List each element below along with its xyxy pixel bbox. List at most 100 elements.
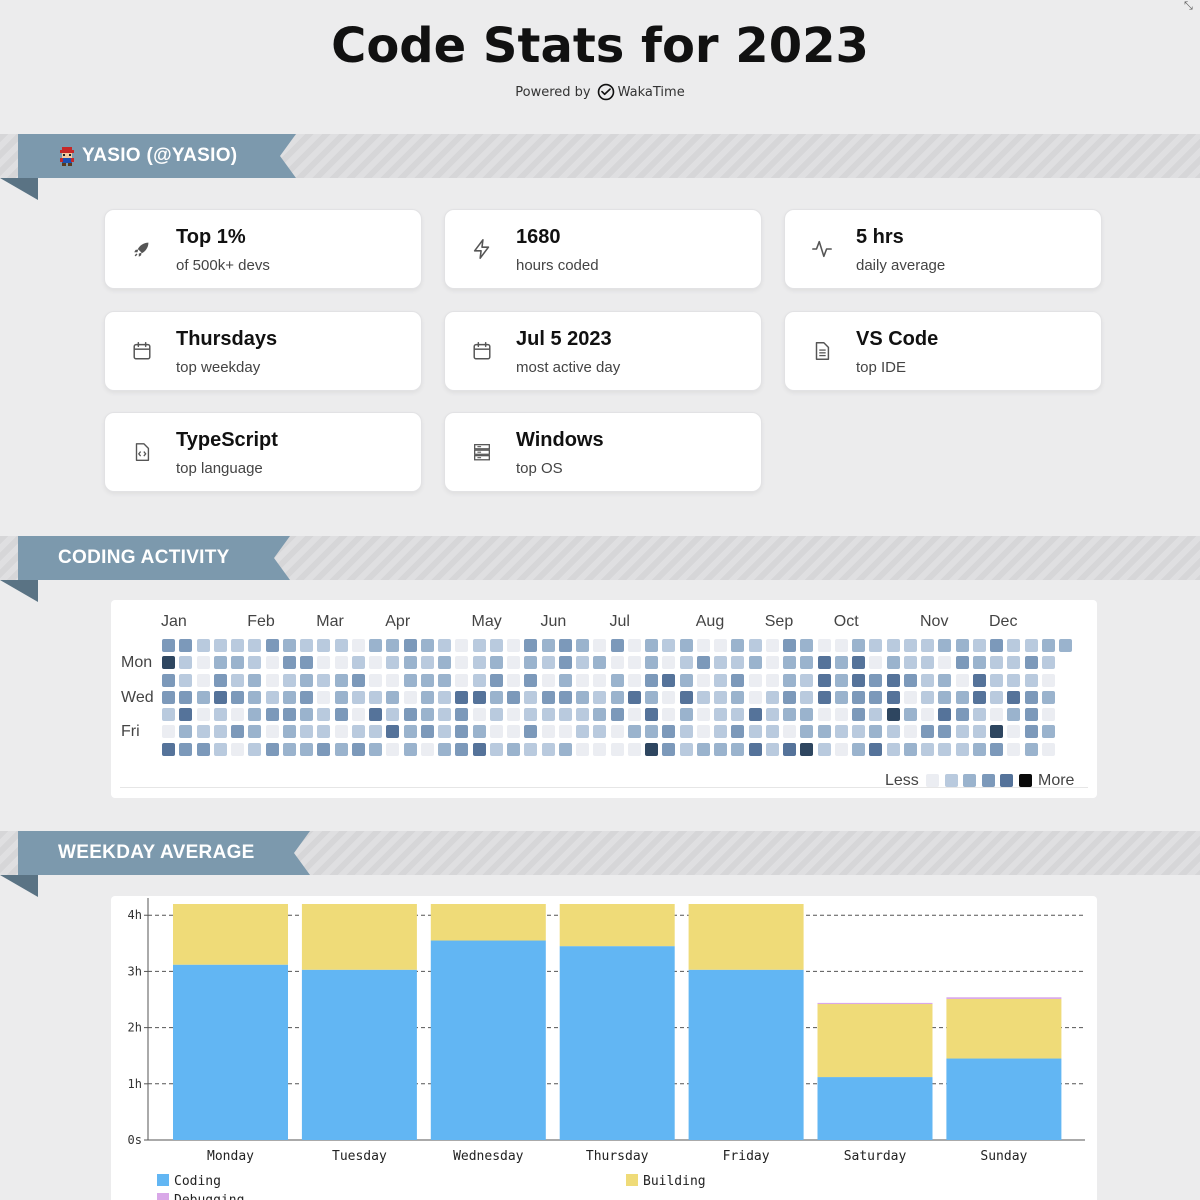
heatmap-cell[interactable] [765, 725, 779, 739]
heatmap-cell[interactable] [541, 673, 555, 687]
heatmap-cell[interactable] [938, 725, 952, 739]
heatmap-cell[interactable] [972, 639, 986, 652]
heatmap-cell[interactable] [679, 656, 693, 670]
heatmap-cell[interactable] [731, 673, 745, 687]
heatmap-cell[interactable] [507, 725, 520, 739]
heatmap-cell[interactable] [714, 725, 727, 739]
bar-segment-coding[interactable] [173, 964, 288, 1140]
heatmap-cell[interactable] [765, 742, 779, 756]
heatmap-cell[interactable] [662, 742, 676, 756]
heatmap-cell[interactable] [282, 656, 296, 670]
heatmap-cell[interactable] [403, 690, 417, 704]
heatmap-cell[interactable] [386, 690, 400, 704]
heatmap-cell[interactable] [869, 673, 883, 687]
heatmap-cell[interactable] [541, 708, 555, 721]
heatmap-cell[interactable] [714, 639, 727, 652]
heatmap-cell[interactable] [265, 673, 279, 687]
heatmap-cell[interactable] [869, 742, 883, 756]
heatmap-cell[interactable] [748, 673, 762, 687]
heatmap-cell[interactable] [748, 725, 762, 739]
heatmap-cell[interactable] [265, 690, 279, 704]
heatmap-cell[interactable] [1041, 690, 1055, 704]
heatmap-cell[interactable] [541, 639, 555, 652]
heatmap-cell[interactable] [627, 673, 641, 687]
heatmap-cell[interactable] [783, 725, 796, 739]
heatmap-cell[interactable] [731, 690, 745, 704]
heatmap-cell[interactable] [627, 656, 641, 670]
heatmap-cell[interactable] [213, 690, 227, 704]
heatmap-cell[interactable] [800, 656, 814, 670]
heatmap-cell[interactable] [593, 656, 607, 670]
heatmap-cell[interactable] [869, 639, 883, 652]
heatmap-cell[interactable] [955, 708, 969, 721]
heatmap-cell[interactable] [472, 673, 486, 687]
heatmap-cell[interactable] [265, 656, 279, 670]
heatmap-cell[interactable] [714, 690, 727, 704]
heatmap-cell[interactable] [645, 725, 658, 739]
heatmap-cell[interactable] [834, 690, 848, 704]
heatmap-cell[interactable] [489, 639, 503, 652]
heatmap-cell[interactable] [351, 656, 365, 670]
heatmap-cell[interactable] [714, 708, 727, 721]
heatmap-cell[interactable] [334, 673, 348, 687]
heatmap-cell[interactable] [886, 656, 900, 670]
heatmap-cell[interactable] [696, 708, 710, 721]
heatmap-cell[interactable] [938, 656, 952, 670]
heatmap-cell[interactable] [852, 673, 865, 687]
heatmap-cell[interactable] [438, 708, 451, 721]
heatmap-cell[interactable] [162, 708, 175, 721]
heatmap-cell[interactable] [662, 639, 676, 652]
heatmap-cell[interactable] [800, 690, 814, 704]
heatmap-cell[interactable] [627, 708, 641, 721]
heatmap-cell[interactable] [179, 742, 193, 756]
heatmap-cell[interactable] [420, 690, 434, 704]
heatmap-cell[interactable] [524, 690, 538, 704]
heatmap-cell[interactable] [282, 708, 296, 721]
heatmap-cell[interactable] [834, 656, 848, 670]
heatmap-cell[interactable] [455, 742, 469, 756]
heatmap-cell[interactable] [558, 656, 572, 670]
heatmap-cell[interactable] [610, 725, 624, 739]
heatmap-cell[interactable] [610, 639, 624, 652]
heatmap-cell[interactable] [248, 725, 262, 739]
heatmap-cell[interactable] [1024, 673, 1038, 687]
heatmap-cell[interactable] [627, 725, 641, 739]
heatmap-cell[interactable] [420, 639, 434, 652]
heatmap-cell[interactable] [369, 690, 382, 704]
heatmap-cell[interactable] [317, 742, 331, 756]
heatmap-cell[interactable] [593, 690, 607, 704]
heatmap-cell[interactable] [679, 708, 693, 721]
heatmap-cell[interactable] [196, 725, 210, 739]
heatmap-cell[interactable] [179, 708, 193, 721]
bar-segment-coding[interactable] [430, 940, 546, 1140]
heatmap-cell[interactable] [921, 725, 934, 739]
heatmap-cell[interactable] [921, 690, 934, 704]
heatmap-cell[interactable] [886, 742, 900, 756]
heatmap-cell[interactable] [852, 690, 865, 704]
heatmap-cell[interactable] [990, 725, 1003, 739]
heatmap-cell[interactable] [265, 742, 279, 756]
heatmap-cell[interactable] [334, 708, 348, 721]
bar-segment-debugging[interactable] [946, 997, 1062, 999]
heatmap-cell[interactable] [489, 708, 503, 721]
heatmap-cell[interactable] [852, 725, 865, 739]
heatmap-cell[interactable] [558, 673, 572, 687]
heatmap-cell[interactable] [524, 639, 538, 652]
heatmap-cell[interactable] [938, 708, 952, 721]
heatmap-cell[interactable] [351, 639, 365, 652]
heatmap-cell[interactable] [213, 673, 227, 687]
heatmap-cell[interactable] [662, 708, 676, 721]
heatmap-cell[interactable] [1041, 725, 1055, 739]
heatmap-cell[interactable] [748, 656, 762, 670]
heatmap-cell[interactable] [213, 708, 227, 721]
heatmap-cell[interactable] [196, 742, 210, 756]
heatmap-cell[interactable] [593, 725, 607, 739]
heatmap-cell[interactable] [1024, 639, 1038, 652]
heatmap-cell[interactable] [869, 690, 883, 704]
heatmap-cell[interactable] [231, 708, 244, 721]
heatmap-cell[interactable] [420, 673, 434, 687]
heatmap-cell[interactable] [317, 725, 331, 739]
heatmap-cell[interactable] [886, 725, 900, 739]
bar-segment-coding[interactable] [817, 1077, 933, 1140]
heatmap-cell[interactable] [489, 742, 503, 756]
